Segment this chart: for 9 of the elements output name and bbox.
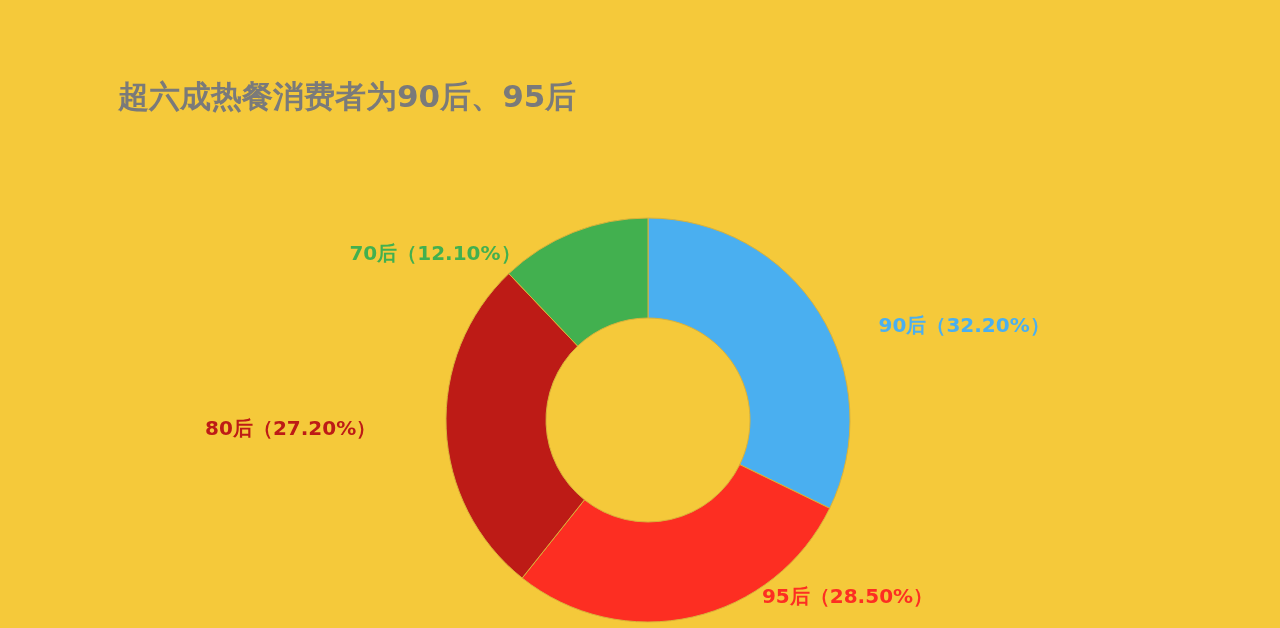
data-label: （12.10%） (397, 240, 521, 265)
data-label: （27.20%） (252, 415, 377, 440)
slice-label: 70后 (349, 240, 398, 265)
slice-label: 90后 (878, 312, 927, 337)
slice-label: 80后 (205, 415, 253, 440)
chart-title: 超六成热餐消费者为90后、95后 (118, 77, 577, 116)
slice-label: 95后 (761, 583, 810, 608)
data-label: （28.50%） (809, 583, 934, 608)
data-label: （32.20%） (926, 312, 1050, 337)
